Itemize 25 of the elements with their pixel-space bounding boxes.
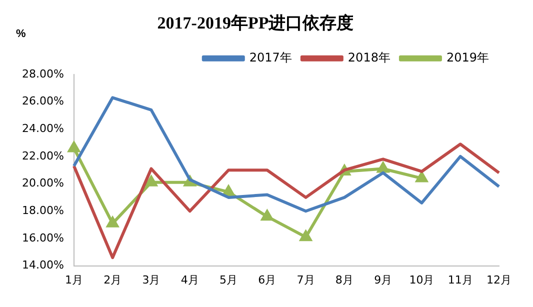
legend-label: 2018年	[348, 50, 390, 65]
x-tick-label: 6月	[258, 273, 276, 286]
y-tick-label: 14.00%	[22, 258, 64, 272]
x-tick-label: 9月	[374, 273, 392, 286]
x-tick-label: 3月	[142, 273, 160, 286]
x-tick-label: 12月	[486, 273, 512, 286]
x-tick-label: 8月	[335, 273, 354, 286]
chart-title: 2017-2019年PP进口依存度	[157, 14, 354, 33]
y-tick-label: 22.00%	[22, 149, 64, 162]
legend-label: 2017年	[249, 50, 292, 65]
x-tick-label: 10月	[409, 273, 434, 286]
x-tick-label: 1月	[64, 273, 83, 286]
x-tick-label: 5月	[220, 273, 238, 286]
y-tick-label: 16.00%	[22, 231, 64, 244]
x-tick-label: 2月	[104, 273, 122, 286]
x-tick-label: 11月	[448, 273, 473, 286]
y-tick-label: 20.00%	[22, 176, 64, 190]
y-tick-label: 24.00%	[22, 122, 64, 135]
y-tick-label: 18.00%	[22, 204, 64, 217]
y-tick-label: 26.00%	[22, 94, 64, 108]
y-axis-title: %	[16, 28, 26, 40]
x-tick-label: 7月	[296, 273, 315, 286]
x-tick-label: 4月	[180, 273, 199, 286]
y-tick-label: 28.00%	[22, 67, 64, 80]
legend-label: 2019年	[446, 50, 490, 65]
